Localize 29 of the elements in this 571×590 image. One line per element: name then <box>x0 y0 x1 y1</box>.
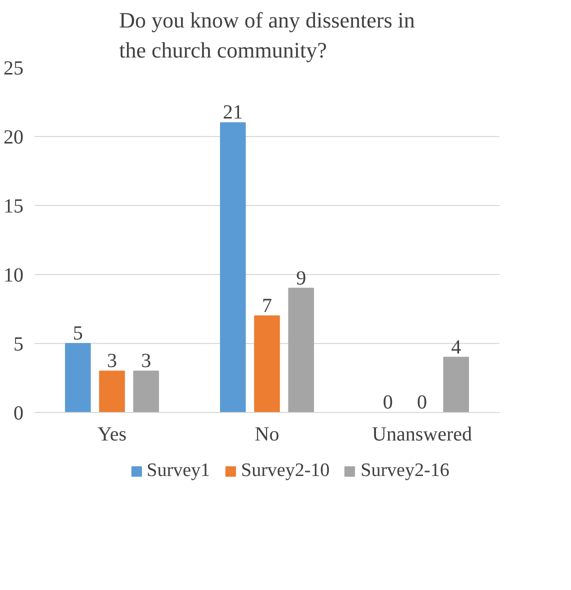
y-tick-label: 5 <box>14 334 24 356</box>
data-label: 0 <box>417 392 427 414</box>
x-tick-label: No <box>254 424 280 446</box>
data-label: 0 <box>382 392 393 414</box>
legend-label: Survey2-10 <box>241 460 330 482</box>
bar <box>288 288 314 412</box>
legend-label: Survey1 <box>146 460 210 482</box>
data-label: 7 <box>262 294 272 317</box>
x-tick-label: Yes <box>97 424 127 446</box>
y-tick-label: 10 <box>4 264 24 286</box>
data-label: 21 <box>222 102 243 124</box>
bar <box>65 343 91 412</box>
bar <box>254 315 280 412</box>
y-tick-label: 0 <box>14 402 24 424</box>
bar <box>220 122 246 412</box>
y-tick-label: 15 <box>4 196 24 218</box>
data-label: 3 <box>141 350 152 372</box>
legend-label: Survey2-16 <box>360 460 450 482</box>
data-label: 9 <box>296 267 306 290</box>
data-label: 5 <box>72 322 83 344</box>
y-tick-label: 25 <box>4 58 24 80</box>
data-label: 4 <box>451 336 462 358</box>
bar <box>133 370 159 412</box>
bar <box>443 356 469 412</box>
data-label: 3 <box>107 350 117 372</box>
y-tick-label: 20 <box>4 126 24 148</box>
bar <box>99 370 125 412</box>
x-tick-label: Unanswered <box>372 424 472 446</box>
chart-title: Do you know of any dissenters in the church community? <box>119 8 415 62</box>
